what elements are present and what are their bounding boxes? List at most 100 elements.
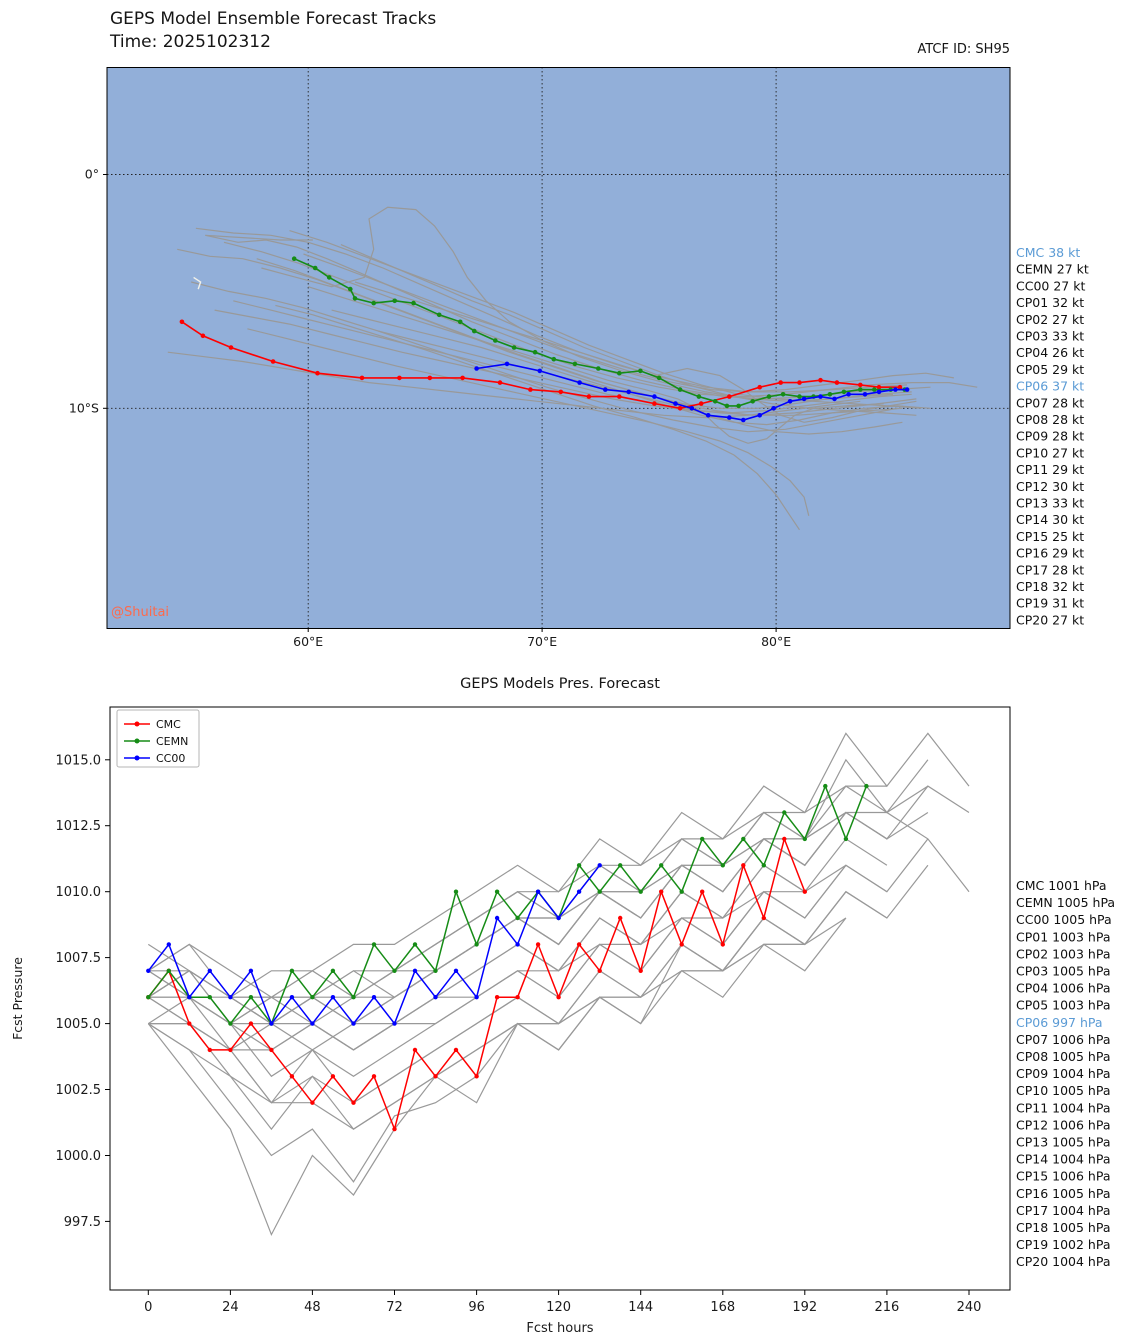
pressure-ytick-label: 1010.0: [56, 885, 102, 900]
pressure-point-cmc: [371, 1074, 377, 1079]
pressure-point-cmc: [556, 995, 561, 1000]
atcf-id: ATCF ID: SH95: [917, 42, 1010, 57]
track-point-cmc: [677, 406, 683, 411]
pressure-point-cmc: [741, 863, 746, 868]
track-point-cmc: [698, 401, 704, 406]
pressure-member-label: CMC 1001 hPa: [1016, 878, 1107, 893]
ensemble-pressure-line: [147, 864, 806, 1051]
legend-label: CEMN: [156, 735, 188, 748]
track-point-cmc: [818, 377, 823, 383]
pressure-ytick-label: 1002.5: [56, 1083, 102, 1098]
pressure-point-cc00: [269, 1021, 274, 1026]
ensemble-pressure-line: [148, 917, 806, 1104]
pressure-point-cmc: [474, 1074, 479, 1079]
ensemble-pressure-line: [148, 864, 888, 1078]
pressure-point-cc00: [392, 1021, 397, 1026]
pressure-point-cc00: [453, 968, 459, 973]
pressure-point-cc00: [433, 995, 438, 1000]
track-point-cmc: [315, 370, 320, 376]
pressure-member-label: CP04 1006 hPa: [1016, 981, 1111, 996]
ensemble-pressure-line: [147, 811, 888, 998]
pressure-chart-title: GEPS Models Pres. Forecast: [460, 676, 660, 692]
pressure-point-cemn: [761, 863, 766, 868]
ensemble-track: [378, 330, 903, 435]
track-point-cmc: [652, 401, 657, 406]
pressure-point-cmc: [207, 1047, 212, 1053]
pressure-point-cmc: [269, 1047, 274, 1053]
pressure-point-cc00: [207, 968, 212, 973]
track-point-cemn: [656, 375, 662, 381]
pressure-ytick-label: 1012.5: [56, 819, 102, 834]
ensemble-pressure-line: [148, 943, 805, 1130]
track-point-cc00: [577, 380, 582, 385]
pressure-member-label: CC00 1005 hPa: [1016, 912, 1112, 927]
track-point-cc00: [603, 387, 608, 392]
map-legend-item: CP14 30 kt: [1016, 512, 1084, 527]
map-border: [106, 67, 1011, 629]
track-point-cmc: [727, 394, 732, 399]
track-point-cmc: [270, 359, 276, 364]
pressure-point-cmc: [515, 995, 520, 1000]
track-point-cmc: [427, 375, 433, 381]
map-legend-item: CP13 33 kt: [1016, 496, 1084, 511]
map-legend-item: CP02 27 kt: [1016, 312, 1084, 327]
pressure-point-cemn: [618, 863, 623, 868]
track-point-cemn: [766, 394, 772, 399]
pressure-member-label: CP15 1006 hPa: [1016, 1169, 1111, 1184]
track-point-cc00: [787, 399, 793, 404]
track-point-cmc: [586, 394, 592, 399]
track-point-cc00: [832, 396, 837, 402]
ensemble-track: [177, 248, 917, 416]
track-point-cemn: [411, 300, 416, 306]
map-legend-item: CP10 27 kt: [1016, 445, 1084, 460]
pressure-point-cc00: [351, 1021, 356, 1026]
pressure-point-cc00: [597, 863, 602, 868]
track-point-cemn: [858, 387, 863, 392]
ensemble-track: [191, 281, 898, 433]
track-point-cemn: [457, 319, 463, 325]
pressure-ytick-label: 1015.0: [56, 753, 102, 768]
ensemble-pressure-line: [147, 785, 970, 1025]
x-axis-label: Fcst hours: [526, 1321, 593, 1335]
pressure-point-cc00: [556, 915, 561, 921]
track-point-cmc: [179, 319, 185, 325]
pressure-point-cmc: [659, 889, 664, 894]
pressure-point-cemn: [741, 836, 746, 842]
track-point-cc00: [771, 406, 776, 411]
pressure-point-cmc: [187, 1021, 192, 1026]
track-point-cc00: [626, 389, 631, 395]
pressure-point-cmc: [618, 915, 623, 921]
track-point-cc00: [904, 387, 910, 392]
track-point-cmc: [797, 380, 802, 385]
track-point-cemn: [291, 256, 297, 261]
ensemble-track: [308, 286, 884, 444]
pressure-point-cemn: [166, 968, 171, 973]
pressure-member-label: CP03 1005 hPa: [1016, 964, 1111, 979]
legend-marker: [134, 755, 140, 761]
coastline: [193, 276, 202, 290]
pressure-point-cemn: [823, 783, 828, 789]
map-time-line: Time: 2025102312: [110, 32, 271, 53]
track-point-cemn: [750, 399, 755, 404]
pressure-point-cmc: [720, 942, 725, 947]
pressure-xtick-label: 72: [386, 1300, 403, 1315]
ensemble-track: [275, 304, 800, 531]
pressure-member-label: CP01 1003 hPa: [1016, 929, 1111, 944]
track-point-cc00: [757, 413, 762, 418]
pressure-member-label: CP20 1004 hPa: [1016, 1254, 1111, 1269]
pressure-xtick-label: 216: [874, 1300, 899, 1315]
pressure-member-label: CP12 1006 hPa: [1016, 1117, 1111, 1132]
track-point-cc00: [673, 401, 678, 406]
map-legend-item: CP16 29 kt: [1016, 546, 1084, 561]
pressure-point-cc00: [494, 915, 500, 921]
pressure-point-cc00: [330, 995, 336, 1000]
pressure-xtick-label: 144: [628, 1300, 653, 1315]
map-xtick-label: 70°E: [527, 634, 557, 649]
pressure-point-cmc: [228, 1047, 233, 1053]
map-legend-item: CP01 32 kt: [1016, 295, 1084, 310]
track-point-cemn: [493, 338, 498, 343]
pressure-point-cc00: [515, 942, 520, 947]
track-point-cc00: [652, 394, 657, 399]
pressure-xtick-label: 0: [144, 1300, 152, 1315]
pressure-point-cemn: [782, 810, 787, 815]
